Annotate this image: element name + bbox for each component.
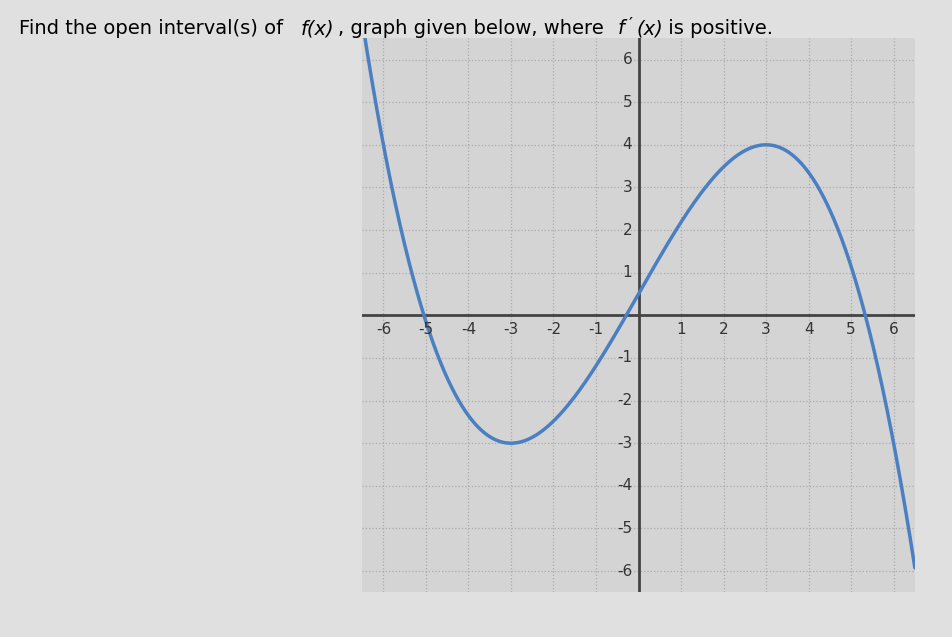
Text: 6: 6 — [888, 322, 898, 337]
Text: -4: -4 — [461, 322, 475, 337]
Text: -6: -6 — [616, 564, 631, 578]
Text: f(x): f(x) — [300, 19, 333, 38]
Text: -1: -1 — [616, 350, 631, 366]
Text: 1: 1 — [676, 322, 685, 337]
Text: 2: 2 — [718, 322, 727, 337]
Text: f: f — [617, 19, 624, 38]
Text: -2: -2 — [616, 393, 631, 408]
Text: -5: -5 — [616, 521, 631, 536]
Text: 1: 1 — [622, 265, 631, 280]
Text: 5: 5 — [845, 322, 855, 337]
Text: 5: 5 — [622, 95, 631, 110]
Text: 4: 4 — [803, 322, 813, 337]
Text: -4: -4 — [616, 478, 631, 493]
Text: Find the open interval(s) of: Find the open interval(s) of — [19, 19, 289, 38]
Text: -1: -1 — [587, 322, 603, 337]
Text: -3: -3 — [616, 436, 631, 451]
Text: -3: -3 — [503, 322, 518, 337]
Text: ′: ′ — [628, 16, 632, 34]
Text: -2: -2 — [545, 322, 561, 337]
Text: 3: 3 — [622, 180, 631, 195]
Text: -5: -5 — [418, 322, 433, 337]
Text: 2: 2 — [622, 222, 631, 238]
Text: 6: 6 — [622, 52, 631, 67]
Text: -6: -6 — [375, 322, 390, 337]
Text: 3: 3 — [761, 322, 770, 337]
Text: , graph given below, where: , graph given below, where — [338, 19, 609, 38]
Text: (x): (x) — [636, 19, 663, 38]
Text: 4: 4 — [622, 138, 631, 152]
Text: is positive.: is positive. — [662, 19, 772, 38]
